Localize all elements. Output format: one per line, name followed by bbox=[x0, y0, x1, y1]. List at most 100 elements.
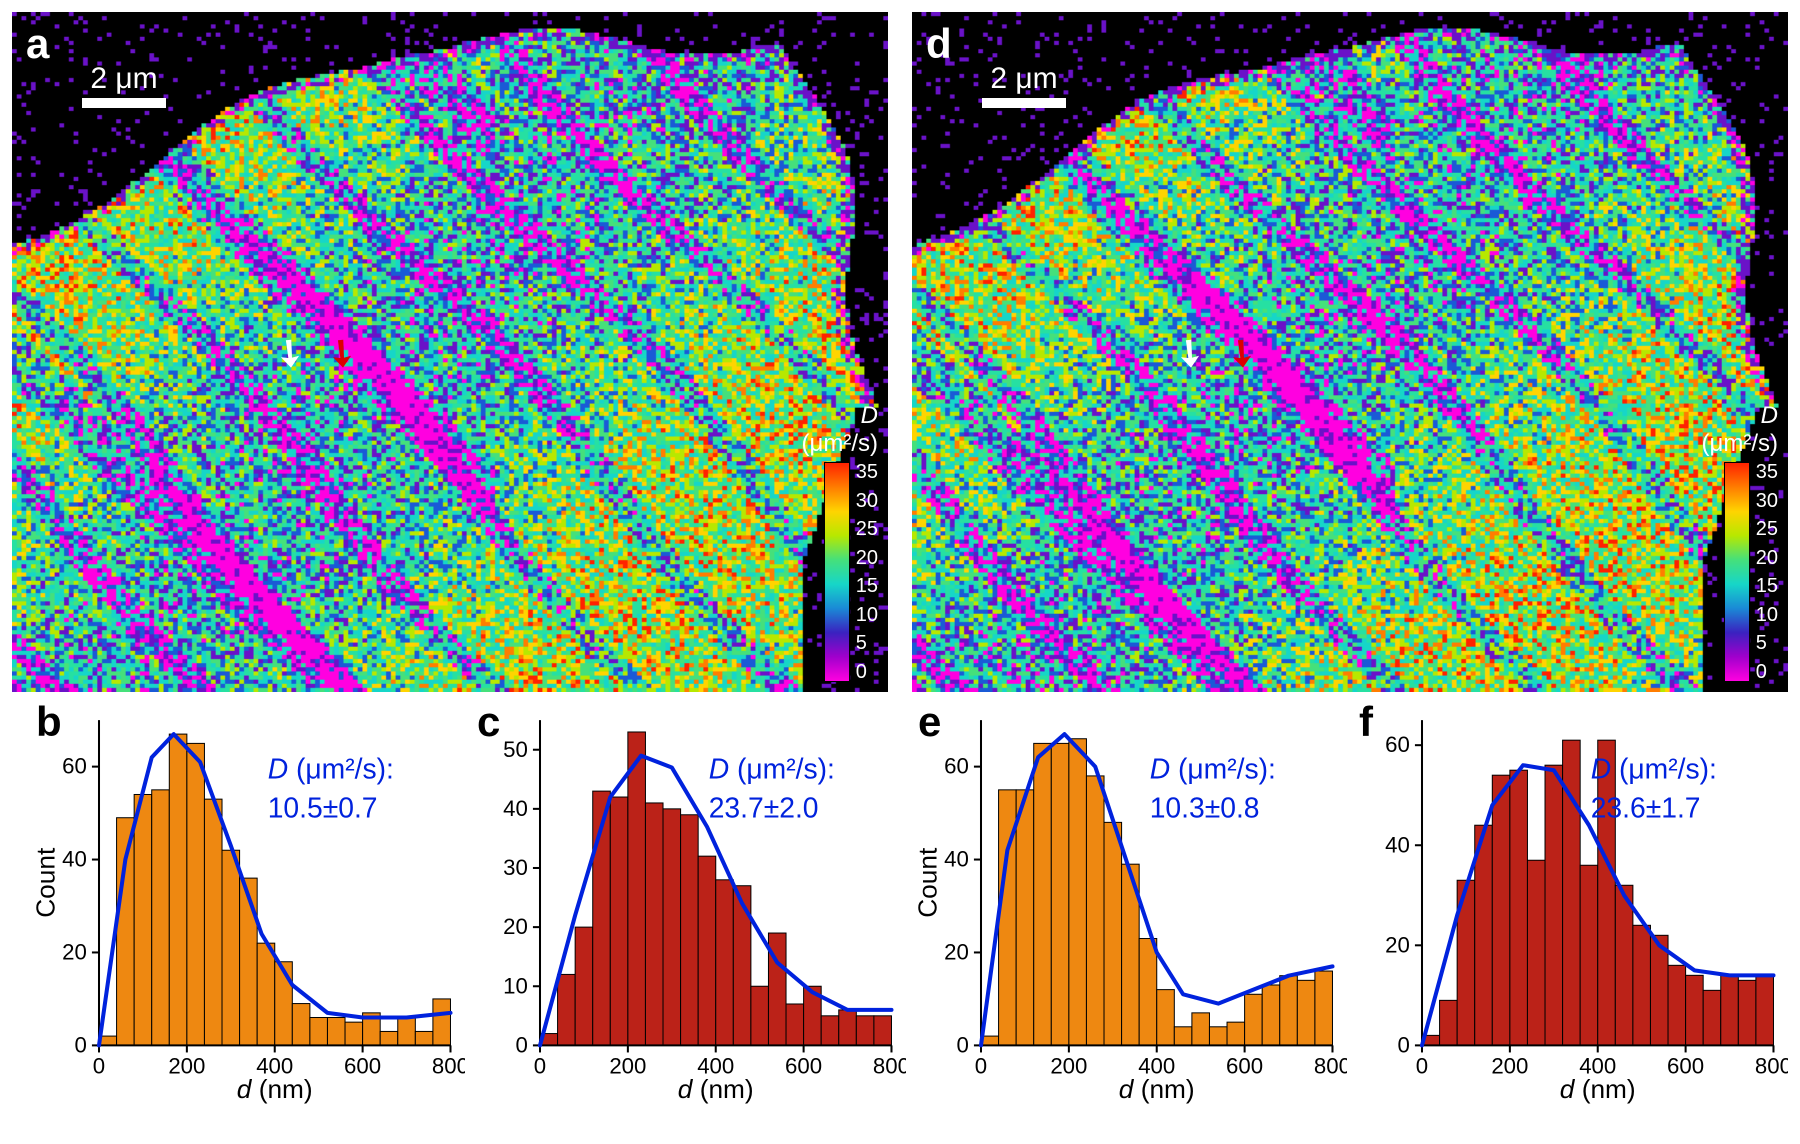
x-tick-label: 0 bbox=[534, 1054, 546, 1079]
histogram-bar bbox=[1245, 994, 1263, 1045]
y-tick-label: 0 bbox=[516, 1032, 528, 1057]
x-tick-label: 800 bbox=[1314, 1054, 1347, 1079]
diffusion-map-a bbox=[12, 12, 888, 692]
svg-text:D (μm²/s):: D (μm²/s): bbox=[268, 753, 394, 785]
histogram-bar bbox=[663, 809, 681, 1046]
map-panel-d: d2 μm➘➘D(μm²/s)35302520151050 bbox=[912, 12, 1788, 692]
histogram-bar bbox=[1139, 939, 1157, 1046]
y-tick-label: 20 bbox=[1385, 932, 1410, 957]
histogram-bar bbox=[1069, 739, 1087, 1046]
histogram-bar bbox=[645, 803, 663, 1045]
x-tick-label: 200 bbox=[168, 1054, 205, 1079]
histogram-bar bbox=[558, 974, 576, 1045]
histogram-panel-b: 02004006008000204060d (nm)CountD (μm²/s)… bbox=[36, 704, 465, 1108]
histogram-bar bbox=[1051, 743, 1069, 1045]
scalebar-bar bbox=[82, 98, 166, 108]
colorbar-strip bbox=[1724, 462, 1750, 682]
colorbar-ticks: 35302520151050 bbox=[856, 462, 878, 682]
y-tick-label: 10 bbox=[503, 973, 528, 998]
fit-annotation: D (μm²/s):10.3±0.8 bbox=[1150, 753, 1276, 824]
x-tick-label: 800 bbox=[432, 1054, 465, 1079]
panel-label-c: c bbox=[477, 698, 500, 746]
panel-label-a: a bbox=[26, 20, 49, 68]
x-tick-label: 800 bbox=[873, 1054, 906, 1079]
histogram-bar bbox=[222, 850, 240, 1045]
y-tick-label: 50 bbox=[503, 737, 528, 762]
panel-label-e: e bbox=[918, 698, 941, 746]
scalebar-bar bbox=[982, 98, 1066, 108]
histogram-bar bbox=[1104, 822, 1122, 1045]
histogram-bar bbox=[716, 880, 734, 1046]
histogram-bar bbox=[1157, 990, 1175, 1046]
histogram-bar bbox=[1086, 776, 1104, 1045]
colorbar: D(μm²/s)35302520151050 bbox=[1724, 462, 1778, 682]
scalebar-label: 2 μm bbox=[82, 62, 166, 96]
histogram-bar bbox=[380, 1031, 398, 1045]
histogram-bar bbox=[169, 734, 187, 1045]
colorbar-title: D(μm²/s) bbox=[802, 402, 878, 458]
panel-label-d: d bbox=[926, 20, 952, 68]
histogram-bar bbox=[786, 1004, 804, 1045]
histogram-bar bbox=[839, 1010, 857, 1045]
svg-text:23.7±2.0: 23.7±2.0 bbox=[709, 792, 819, 824]
map-row: a2 μm➘➘D(μm²/s)35302520151050d2 μm➘➘D(μm… bbox=[0, 0, 1800, 700]
histogram-bar bbox=[575, 927, 593, 1045]
histogram-bar bbox=[1016, 790, 1034, 1046]
histogram-panel-f: 02004006008000204060d (nm)D (μm²/s):23.6… bbox=[1359, 704, 1788, 1108]
x-tick-label: 600 bbox=[344, 1054, 381, 1079]
y-tick-label: 0 bbox=[1398, 1032, 1410, 1057]
histogram-bar bbox=[1668, 965, 1686, 1045]
histogram-bar bbox=[751, 986, 769, 1045]
histogram-bar bbox=[1527, 860, 1545, 1045]
histogram-bar bbox=[1510, 770, 1528, 1045]
svg-text:D (μm²/s):: D (μm²/s): bbox=[709, 753, 835, 785]
histogram-bar bbox=[433, 999, 451, 1045]
x-tick-label: 200 bbox=[1491, 1054, 1528, 1079]
x-tick-label: 200 bbox=[609, 1054, 646, 1079]
histogram-bar bbox=[1034, 743, 1052, 1045]
histogram-bar bbox=[733, 886, 751, 1046]
histogram-bar bbox=[1703, 990, 1721, 1045]
panel-label-f: f bbox=[1359, 698, 1373, 746]
histogram-bar bbox=[398, 1018, 416, 1046]
histogram-bar bbox=[1174, 1027, 1192, 1046]
histogram-bar bbox=[1545, 765, 1563, 1045]
map-panel-a: a2 μm➘➘D(μm²/s)35302520151050 bbox=[12, 12, 888, 692]
histogram-bar bbox=[1492, 775, 1510, 1045]
panel-label-b: b bbox=[36, 698, 62, 746]
colorbar-title: D(μm²/s) bbox=[1702, 402, 1778, 458]
y-tick-label: 0 bbox=[75, 1032, 87, 1057]
svg-text:23.6±1.7: 23.6±1.7 bbox=[1591, 792, 1701, 824]
y-tick-label: 0 bbox=[957, 1032, 969, 1057]
y-tick-label: 20 bbox=[944, 940, 969, 965]
colorbar-strip bbox=[824, 462, 850, 682]
histogram-bar bbox=[1227, 1022, 1245, 1045]
x-axis-title: d (nm) bbox=[678, 1074, 754, 1104]
y-axis-title: Count bbox=[918, 847, 943, 918]
x-tick-label: 600 bbox=[1667, 1054, 1704, 1079]
x-tick-label: 600 bbox=[785, 1054, 822, 1079]
histogram-f: 02004006008000204060d (nm)D (μm²/s):23.6… bbox=[1359, 704, 1788, 1108]
histogram-bar bbox=[698, 856, 716, 1045]
x-tick-label: 0 bbox=[93, 1054, 105, 1079]
histogram-bar bbox=[1580, 865, 1598, 1045]
histogram-bar bbox=[1280, 976, 1298, 1046]
histogram-bar bbox=[874, 1016, 892, 1046]
y-tick-label: 40 bbox=[503, 796, 528, 821]
y-tick-label: 40 bbox=[1385, 832, 1410, 857]
histogram-bar bbox=[1633, 925, 1651, 1045]
scalebar-label: 2 μm bbox=[982, 62, 1066, 96]
histogram-bar bbox=[240, 878, 258, 1045]
x-tick-label: 600 bbox=[1226, 1054, 1263, 1079]
histogram-e: 02004006008000204060d (nm)CountD (μm²/s)… bbox=[918, 704, 1347, 1108]
histogram-bar bbox=[856, 1016, 874, 1046]
svg-text:D (μm²/s):: D (μm²/s): bbox=[1591, 753, 1717, 785]
histogram-bar bbox=[1756, 975, 1774, 1045]
colorbar: D(μm²/s)35302520151050 bbox=[824, 462, 878, 682]
scalebar: 2 μm bbox=[982, 62, 1066, 108]
x-tick-label: 800 bbox=[1755, 1054, 1788, 1079]
x-tick-label: 0 bbox=[975, 1054, 987, 1079]
colorbar-ticks: 35302520151050 bbox=[1756, 462, 1778, 682]
x-axis-title: d (nm) bbox=[1560, 1074, 1636, 1104]
svg-text:10.3±0.8: 10.3±0.8 bbox=[1150, 792, 1260, 824]
